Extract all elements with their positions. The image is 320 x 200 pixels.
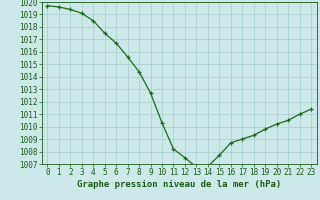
X-axis label: Graphe pression niveau de la mer (hPa): Graphe pression niveau de la mer (hPa) <box>77 180 281 189</box>
